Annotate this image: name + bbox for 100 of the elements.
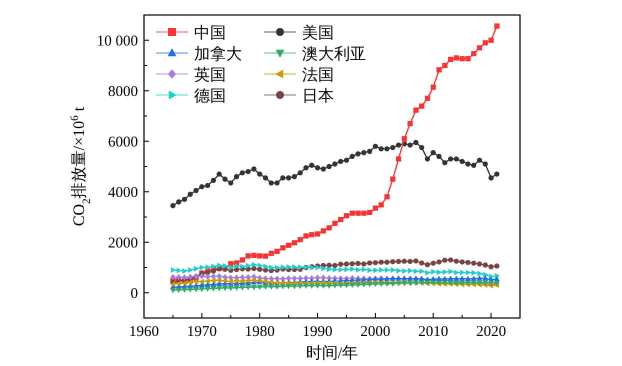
point <box>338 158 344 164</box>
point <box>413 258 418 264</box>
point <box>350 210 355 216</box>
point <box>472 270 477 276</box>
point <box>355 210 361 216</box>
point <box>170 288 176 294</box>
point <box>430 84 436 90</box>
point <box>454 275 460 281</box>
point <box>257 253 262 258</box>
point <box>448 156 454 162</box>
point <box>344 158 350 163</box>
point <box>344 283 350 288</box>
point <box>251 252 257 258</box>
point <box>292 275 297 282</box>
point <box>362 266 367 272</box>
point <box>274 248 280 254</box>
point <box>216 286 222 292</box>
point <box>350 266 356 272</box>
point <box>210 278 216 284</box>
point <box>470 275 477 281</box>
point <box>216 272 222 280</box>
point <box>396 156 402 162</box>
point <box>251 285 257 290</box>
point <box>471 51 476 56</box>
point <box>245 285 251 290</box>
point <box>372 206 378 211</box>
point <box>494 171 500 177</box>
point <box>488 38 494 43</box>
point <box>182 288 188 293</box>
y-tick-label: 6000 <box>108 134 138 150</box>
legend-label: 法国 <box>302 66 334 84</box>
point <box>188 267 194 273</box>
y-tick-label: 8000 <box>108 84 138 100</box>
point <box>465 56 471 62</box>
point <box>482 275 488 280</box>
point <box>228 264 234 270</box>
x-tick-label: 2000 <box>360 324 390 340</box>
legend-label: 英国 <box>194 66 226 84</box>
point <box>465 161 471 167</box>
point <box>344 261 350 267</box>
point <box>471 162 476 168</box>
point <box>355 260 361 266</box>
point <box>258 262 263 268</box>
point <box>332 262 338 268</box>
point <box>448 268 454 274</box>
legend-label: 加拿大 <box>194 45 242 63</box>
point <box>280 175 286 180</box>
point <box>262 254 268 259</box>
point <box>378 260 384 265</box>
point <box>407 142 413 148</box>
point <box>233 278 239 284</box>
point <box>367 210 372 216</box>
point <box>308 284 315 289</box>
point <box>303 284 309 289</box>
x-tick-label: 1980 <box>244 324 275 340</box>
point <box>228 180 234 186</box>
point <box>210 178 216 183</box>
point <box>309 232 314 238</box>
point <box>476 45 482 50</box>
point <box>431 268 436 275</box>
point <box>240 257 245 263</box>
point <box>367 260 372 266</box>
legend-label: 德国 <box>194 88 226 105</box>
point <box>222 176 228 182</box>
point <box>257 171 262 177</box>
point <box>390 259 396 264</box>
point <box>216 171 222 177</box>
x-tick-label: 1970 <box>186 324 217 340</box>
point <box>211 264 217 270</box>
point <box>257 266 262 272</box>
point <box>246 262 252 269</box>
point <box>425 270 431 276</box>
point <box>384 260 390 265</box>
point <box>309 162 314 168</box>
point <box>482 161 488 167</box>
point <box>292 284 298 290</box>
point <box>355 151 361 156</box>
point <box>205 182 210 188</box>
point <box>424 96 430 101</box>
point <box>176 268 182 274</box>
point <box>436 67 442 72</box>
point <box>228 286 234 292</box>
point <box>274 180 280 186</box>
point <box>217 262 222 268</box>
point <box>263 264 269 270</box>
point <box>286 242 292 248</box>
point <box>251 166 257 172</box>
point <box>314 231 320 237</box>
point <box>372 260 378 266</box>
point <box>413 108 418 113</box>
point <box>402 258 407 264</box>
point <box>326 164 332 170</box>
point <box>488 175 494 180</box>
point <box>204 278 210 284</box>
point <box>286 284 292 290</box>
point <box>274 264 280 271</box>
point <box>303 165 309 170</box>
point <box>476 261 482 267</box>
point <box>176 288 182 294</box>
point <box>240 264 246 270</box>
